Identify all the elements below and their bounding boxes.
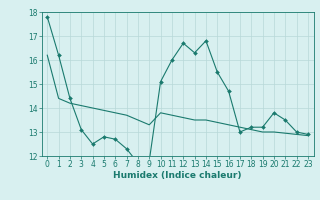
X-axis label: Humidex (Indice chaleur): Humidex (Indice chaleur) — [113, 171, 242, 180]
